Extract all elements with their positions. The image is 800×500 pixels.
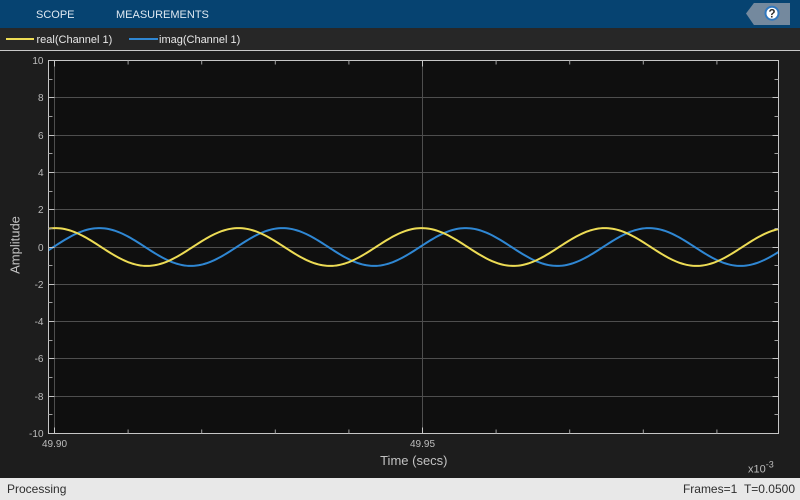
svg-text:Processing: Processing — [7, 482, 66, 496]
svg-text:Time (secs): Time (secs) — [380, 453, 447, 468]
svg-text:0: 0 — [38, 243, 44, 254]
svg-text:49.95: 49.95 — [410, 439, 435, 450]
svg-text:2: 2 — [38, 205, 44, 216]
svg-text:?: ? — [768, 8, 775, 20]
svg-text:Amplitude: Amplitude — [8, 216, 23, 274]
svg-text:-10: -10 — [29, 429, 44, 440]
svg-text:10: 10 — [32, 56, 44, 67]
svg-text:Frames=1 T=0.0500: Frames=1 T=0.0500 — [683, 482, 795, 496]
svg-text:imag(Channel 1): imag(Channel 1) — [159, 34, 240, 46]
svg-text:-2: -2 — [35, 280, 44, 291]
svg-text:-6: -6 — [35, 354, 44, 365]
svg-text:MEASUREMENTS: MEASUREMENTS — [116, 9, 209, 21]
svg-text:6: 6 — [38, 131, 44, 142]
svg-text:49.90: 49.90 — [42, 439, 67, 450]
svg-text:8: 8 — [38, 93, 44, 104]
svg-text:x10-3: x10-3 — [748, 460, 774, 476]
svg-text:-4: -4 — [35, 317, 44, 328]
svg-text:-8: -8 — [35, 392, 44, 403]
svg-text:4: 4 — [38, 168, 44, 179]
svg-text:SCOPE: SCOPE — [36, 9, 75, 21]
svg-text:real(Channel 1): real(Channel 1) — [37, 34, 113, 46]
